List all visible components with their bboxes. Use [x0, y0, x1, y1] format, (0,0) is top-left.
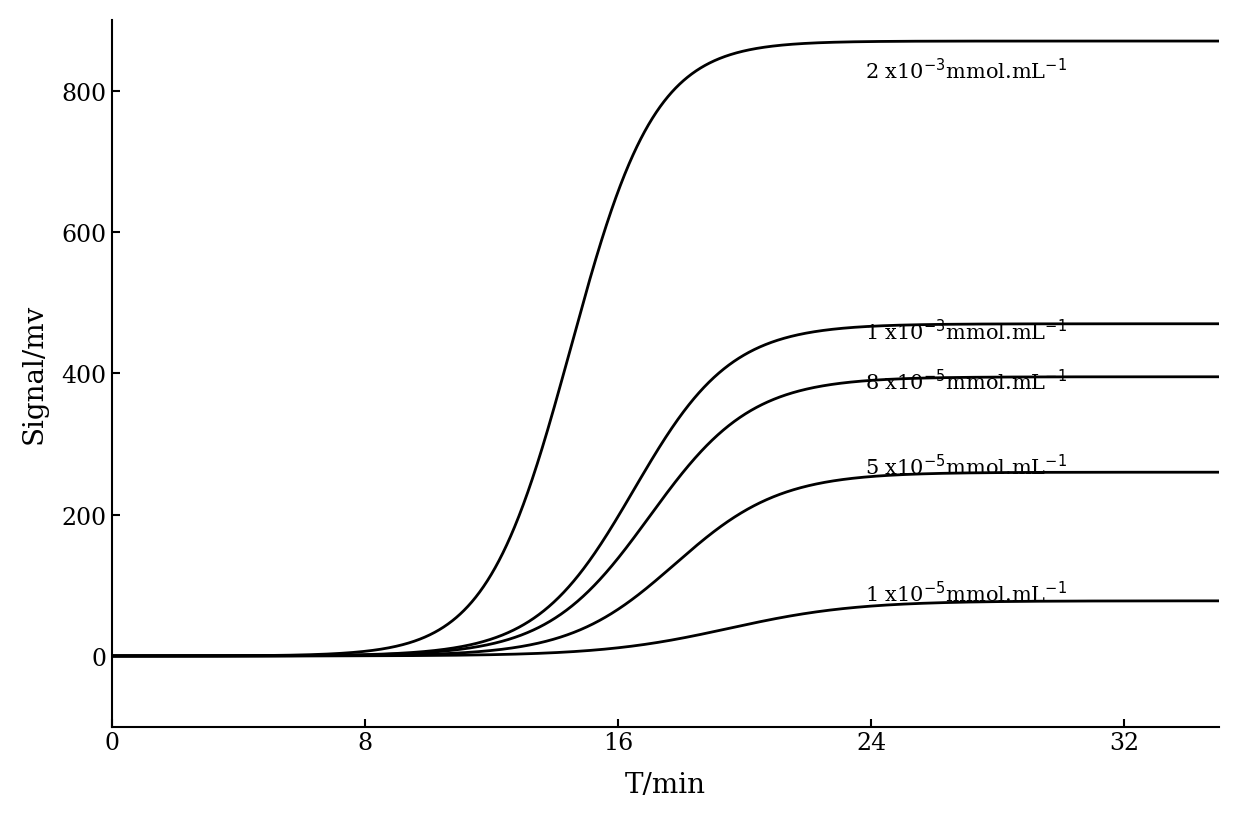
X-axis label: T/min: T/min: [625, 771, 706, 799]
Text: 5 x10$^{-5}$mmol.mL$^{-1}$: 5 x10$^{-5}$mmol.mL$^{-1}$: [864, 453, 1066, 478]
Text: 2 x10$^{-3}$mmol.mL$^{-1}$: 2 x10$^{-3}$mmol.mL$^{-1}$: [864, 57, 1066, 83]
Text: 1 x10$^{-5}$mmol.mL$^{-1}$: 1 x10$^{-5}$mmol.mL$^{-1}$: [864, 580, 1066, 605]
Text: 8 x10$^{-5}$mmol.mL$^{-1}$: 8 x10$^{-5}$mmol.mL$^{-1}$: [864, 369, 1066, 393]
Text: 1 x10$^{-3}$mmol.mL$^{-1}$: 1 x10$^{-3}$mmol.mL$^{-1}$: [864, 319, 1066, 344]
Y-axis label: Signal/mv: Signal/mv: [21, 304, 48, 444]
